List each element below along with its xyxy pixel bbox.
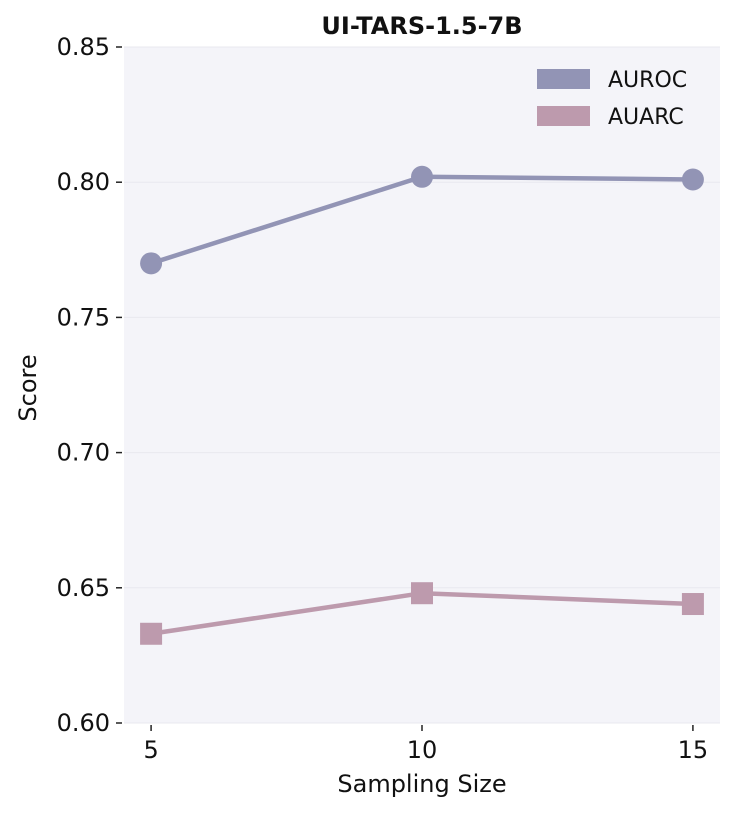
plot-area: [124, 47, 720, 723]
y-tick-label: 0.80: [57, 168, 110, 196]
y-tick-label: 0.75: [57, 303, 110, 331]
data-point: [140, 252, 163, 275]
y-axis-label: Score: [14, 354, 42, 421]
series-auarc: [140, 582, 704, 645]
data-point: [681, 593, 704, 616]
legend-item: AUROC: [537, 68, 687, 93]
data-point: [681, 168, 704, 191]
y-tick-label: 0.65: [57, 574, 110, 602]
legend-label: AUROC: [608, 68, 687, 93]
legend-swatch: [537, 69, 590, 89]
x-axis-label: Sampling Size: [337, 770, 506, 798]
y-tick-label: 0.60: [57, 709, 110, 737]
x-tick-label: 5: [143, 736, 158, 764]
y-tick-label: 0.70: [57, 439, 110, 467]
legend-swatch: [537, 106, 590, 126]
data-point: [140, 622, 163, 645]
data-point: [411, 582, 433, 605]
y-tick-label: 0.85: [57, 33, 110, 61]
axes: 0.60 0.65 0.70 0.75 0.80 0.85 5 10 15: [57, 33, 709, 764]
series-group: [140, 165, 704, 645]
legend-item: AUARC: [537, 105, 684, 130]
legend: AUROC AUARC: [537, 68, 687, 130]
series-auroc: [140, 165, 704, 275]
x-tick-label: 15: [678, 736, 709, 764]
data-point: [411, 165, 433, 188]
legend-label: AUARC: [608, 105, 684, 130]
x-tick-label: 10: [407, 736, 438, 764]
chart-title: UI-TARS-1.5-7B: [321, 12, 522, 40]
